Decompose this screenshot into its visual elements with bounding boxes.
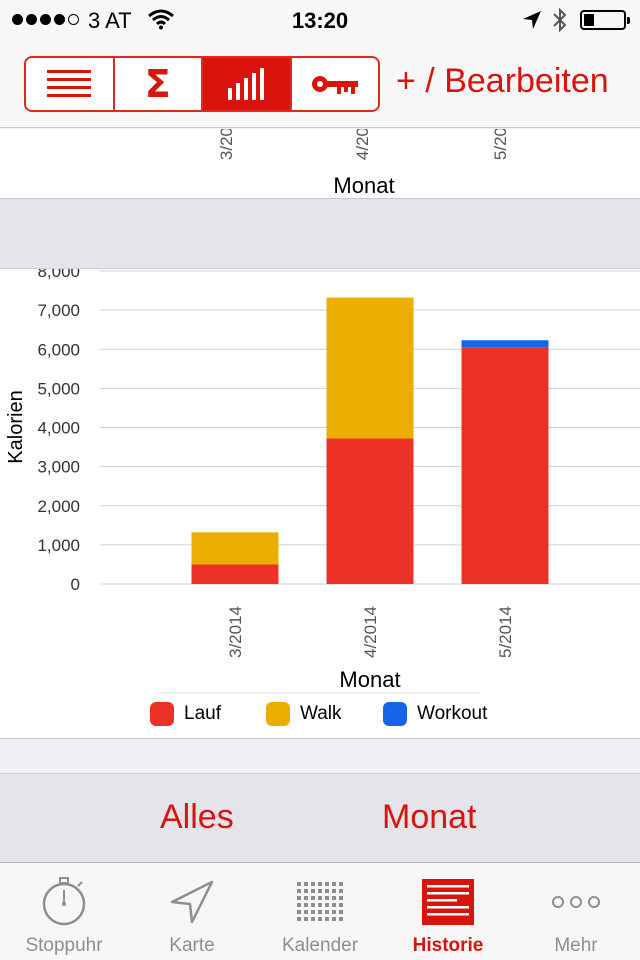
- x-axis-title: Monat: [339, 667, 400, 692]
- bar-lauf: [191, 564, 279, 584]
- section-separator: [0, 740, 640, 774]
- period-month-button[interactable]: Monat: [382, 798, 477, 836]
- tab-label: Karte: [169, 935, 215, 956]
- bar-walk: [326, 297, 414, 439]
- bar-walk: [191, 532, 279, 565]
- key-icon: [311, 76, 358, 94]
- tab-mehr[interactable]: Mehr: [512, 863, 640, 960]
- previous-chart-fragment: 3/20 4/20 5/20 Monat: [0, 129, 640, 199]
- tab-bar: Stoppuhr Karte Kalender Historie: [0, 862, 640, 960]
- y-tick-label: 5,000: [37, 379, 80, 398]
- bar-lauf: [326, 438, 414, 584]
- tab-label: Stoppuhr: [25, 935, 103, 956]
- stopwatch-icon: [42, 877, 86, 926]
- y-tick-label: 6,000: [37, 340, 80, 359]
- section-separator: [0, 199, 640, 269]
- bar-lauf: [461, 347, 549, 584]
- legend-swatch-workout: [383, 702, 407, 726]
- segment-sum[interactable]: Σ: [115, 58, 203, 110]
- carrier-name: 3 AT: [88, 8, 132, 33]
- x-tick-label: 3/2014: [226, 606, 245, 658]
- tab-karte[interactable]: Karte: [128, 863, 256, 960]
- status-bar: 3 AT 13:20: [0, 0, 640, 40]
- calories-chart: 0 1,000 2,000 3,000 4,000 5,000 6,000 7,000 8,00…: [0, 269, 640, 739]
- y-tick-label: 2,000: [37, 497, 80, 516]
- tab-historie[interactable]: Historie: [384, 863, 512, 960]
- bar-workout: [461, 340, 549, 348]
- location-arrow-icon: [523, 11, 541, 29]
- add-edit-button[interactable]: + / Bearbeiten: [396, 62, 609, 100]
- legend-swatch-walk: [266, 702, 290, 726]
- history-list-icon: [422, 879, 474, 925]
- segment-list[interactable]: [26, 58, 115, 110]
- y-tick-label: 7,000: [37, 301, 80, 320]
- more-dots-icon: [552, 896, 600, 908]
- period-selector: Alles Monat: [0, 774, 640, 862]
- list-icon: [47, 70, 92, 97]
- x-tick-label: 5/2014: [496, 606, 515, 658]
- map-arrow-icon: [170, 880, 214, 924]
- legend-swatch-lauf: [150, 702, 174, 726]
- signal-strength-icon: [12, 14, 79, 25]
- legend-label: Workout: [417, 703, 488, 724]
- tab-kalender[interactable]: Kalender: [256, 863, 384, 960]
- x-tick-label: 4/2014: [361, 606, 380, 658]
- y-tick-label: 8,000: [37, 269, 80, 281]
- legend-item-workout: Workout: [383, 702, 487, 726]
- wifi-icon: [148, 9, 174, 30]
- y-tick-label: 1,000: [37, 536, 80, 555]
- y-axis-title: Kalorien: [5, 390, 27, 463]
- toolbar: Σ + / Bearbeiten: [0, 40, 640, 128]
- stacked-bar-chart: 0 1,000 2,000 3,000 4,000 5,000 6,000 7,000 8,00…: [5, 269, 640, 694]
- x-axis-title: Monat: [333, 173, 395, 198]
- segment-chart[interactable]: [203, 58, 292, 110]
- tab-label: Mehr: [554, 935, 598, 956]
- period-all-button[interactable]: Alles: [160, 798, 234, 836]
- chart-legend: Lauf Walk Workout: [0, 702, 640, 732]
- tab-label: Historie: [412, 935, 484, 956]
- bluetooth-icon: [553, 7, 567, 33]
- x-tick-label: 4/20: [353, 129, 372, 161]
- x-tick-label: 5/20: [491, 129, 510, 161]
- legend-label: Walk: [300, 703, 342, 724]
- battery-icon: [580, 10, 630, 30]
- y-tick-label: 4,000: [37, 419, 80, 438]
- y-tick-label: 0: [71, 575, 80, 594]
- tab-stoppuhr[interactable]: Stoppuhr: [0, 863, 128, 960]
- bar-chart-icon: [228, 68, 265, 100]
- segment-key[interactable]: [292, 58, 379, 110]
- legend-item-walk: Walk: [266, 702, 342, 726]
- sigma-icon: Σ: [144, 62, 171, 106]
- y-tick-label: 3,000: [37, 458, 80, 477]
- view-segmented-control: Σ: [24, 56, 380, 112]
- calendar-grid-icon: [297, 882, 343, 921]
- legend-label: Lauf: [184, 703, 221, 724]
- tab-label: Kalender: [281, 935, 359, 956]
- legend-item-lauf: Lauf: [150, 702, 221, 726]
- x-tick-label: 3/20: [217, 129, 236, 161]
